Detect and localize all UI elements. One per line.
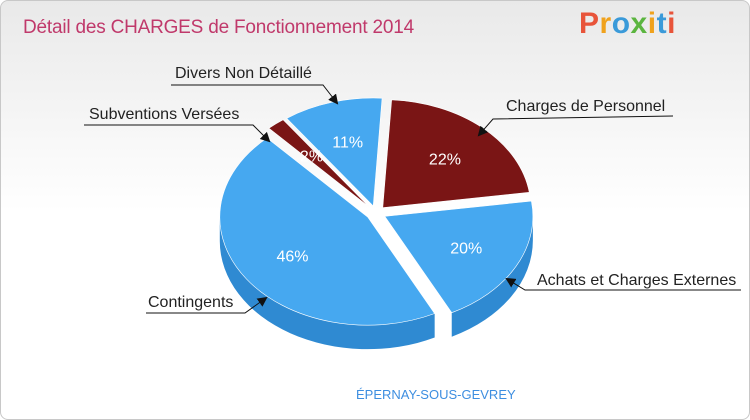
logo-letter: r <box>599 7 612 40</box>
slice-category-label: Charges de Personnel <box>506 98 665 115</box>
proxiti-logo: Proxiti <box>579 7 676 41</box>
slice-side <box>451 216 533 337</box>
logo-letter: x <box>630 7 648 40</box>
pie-sides <box>219 216 533 350</box>
logo-letter: P <box>579 7 600 40</box>
slice-top <box>219 137 436 326</box>
slice-category-label: Subventions Versées <box>89 106 239 123</box>
slice-percent-label: 46% <box>277 248 309 265</box>
slice-category-label: Divers Non Détaillé <box>175 65 312 82</box>
slice-category-label: Achats et Charges Externes <box>537 272 736 289</box>
slice-percent-label: 2% <box>300 149 323 166</box>
slice-percent-label: 20% <box>450 240 482 257</box>
chart-title: Détail des CHARGES de Fonctionnement 201… <box>23 17 415 38</box>
logo-letter: i <box>647 7 657 40</box>
slice-leader-line <box>505 277 741 291</box>
slice-leader-line <box>477 115 674 137</box>
slice-top <box>268 119 370 208</box>
slice-side <box>219 217 435 350</box>
slice-percent-label: 11% <box>332 135 363 152</box>
logo-letter: t <box>656 7 668 40</box>
slice-top <box>384 200 534 314</box>
slice-leader-line <box>171 84 339 105</box>
slice-leader-line <box>146 296 268 314</box>
slice-percent-label: 22% <box>429 151 461 168</box>
logo-letter: i <box>667 7 676 40</box>
chart-subtitle: ÉPERNAY-SOUS-GEVREY <box>356 387 516 402</box>
pie-labels: 22% Charges de Personnel 20% Achats et Char… <box>84 65 741 314</box>
slice-leader-line <box>84 124 271 143</box>
logo-letter: o <box>611 7 631 40</box>
pie-tops <box>219 97 534 326</box>
slice-category-label: Contingents <box>148 294 233 311</box>
